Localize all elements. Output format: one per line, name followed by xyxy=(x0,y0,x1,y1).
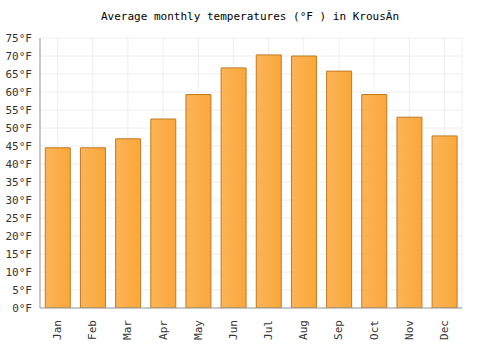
html-text:Average monthly temperatures (: Average monthly temperatures (°F ) in Kr… xyxy=(101,10,399,23)
svg-text:Sep: Sep xyxy=(332,320,345,340)
svg-text:10°F: 10°F xyxy=(8,266,32,279)
svg-text:50°F: 50°F xyxy=(8,122,32,135)
svg-text:Nov: Nov xyxy=(403,320,416,340)
svg-text:Oct: Oct xyxy=(368,320,381,340)
svg-text:5°F: 5°F xyxy=(12,284,32,297)
svg-text:25°F: 25°F xyxy=(8,212,32,225)
svg-text:Jun: Jun xyxy=(227,320,240,340)
svg-text:20°F: 20°F xyxy=(8,230,32,243)
svg-text:75°F: 75°F xyxy=(8,32,32,45)
svg-text:65°F: 65°F xyxy=(8,68,32,81)
svg-text:40°F: 40°F xyxy=(8,158,32,171)
svg-text:Feb: Feb xyxy=(86,320,99,340)
svg-text:May: May xyxy=(192,320,205,340)
svg-text:45°F: 45°F xyxy=(8,140,32,153)
svg-text:60°F: 60°F xyxy=(8,86,32,99)
svg-text:Mar: Mar xyxy=(121,320,134,340)
svg-text:Dec: Dec xyxy=(438,320,451,340)
svg-text:Jul: Jul xyxy=(262,320,275,340)
svg-text:15°F: 15°F xyxy=(8,248,32,261)
svg-text:Jan: Jan xyxy=(51,320,64,340)
svg-text:35°F: 35°F xyxy=(8,176,32,189)
svg-text:0°F: 0°F xyxy=(12,302,32,315)
svg-text:30°F: 30°F xyxy=(8,194,32,207)
svg-text:Apr: Apr xyxy=(157,320,170,340)
svg-text:70°F: 70°F xyxy=(8,50,32,63)
svg-text:55°F: 55°F xyxy=(8,104,32,117)
svg-text:Aug: Aug xyxy=(297,320,310,340)
